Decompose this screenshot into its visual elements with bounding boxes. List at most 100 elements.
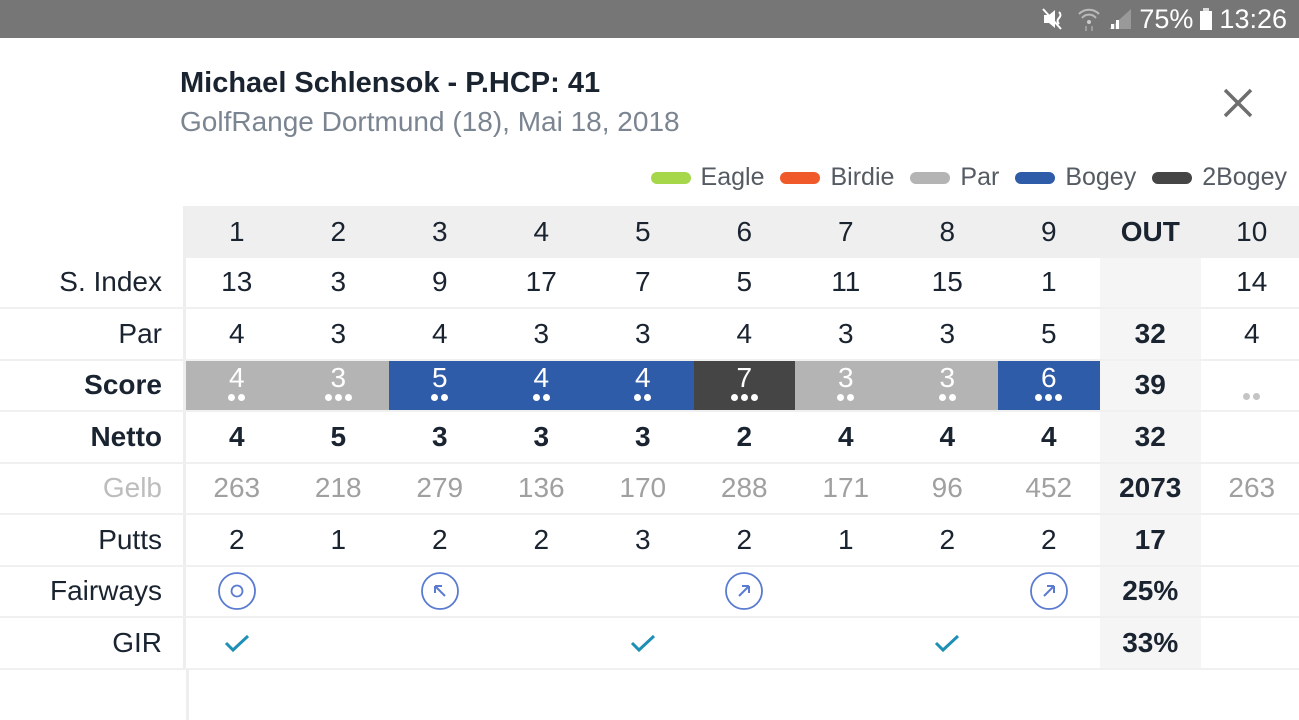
table-cell: 1 xyxy=(1040,266,1057,298)
scorecard-header: Michael Schlensok - P.HCP: 41 GolfRange … xyxy=(180,64,680,142)
table-cell: 5 xyxy=(330,420,347,452)
score-cell-par[interactable]: 4 xyxy=(186,360,288,410)
score-value: 3 xyxy=(330,362,347,394)
score-cell-par[interactable]: 3 xyxy=(287,360,389,410)
hole-number: 4 xyxy=(533,215,550,247)
fairway-cell xyxy=(1201,567,1299,617)
fairway-cell xyxy=(897,567,999,617)
out-cell: 32 xyxy=(1099,412,1201,462)
table-cell: 7 xyxy=(634,266,651,298)
table-cell: 4 xyxy=(939,420,956,452)
putt-dots xyxy=(1243,393,1261,401)
score-cell-empty[interactable] xyxy=(1201,361,1299,411)
gir-cell xyxy=(288,618,390,668)
legend-bogey: Bogey xyxy=(1015,163,1136,192)
score-value: 4 xyxy=(533,362,550,394)
score-value: 5 xyxy=(431,362,448,394)
checkmark-icon xyxy=(630,634,655,652)
gir-row: GIR 33% xyxy=(0,618,1299,670)
gir-cell xyxy=(491,618,593,668)
mute-icon xyxy=(1041,4,1071,34)
out-cell xyxy=(1099,257,1201,307)
battery-icon xyxy=(1199,4,1213,34)
table-cell: 14 xyxy=(1236,266,1268,298)
out-cell: 33% xyxy=(1099,618,1201,668)
legend-eagle: Eagle xyxy=(650,163,764,192)
table-cell: 171 xyxy=(822,472,870,504)
player-title: Michael Schlensok - P.HCP: 41 xyxy=(180,67,601,99)
hole-header-row: 1 2 3 4 5 6 7 8 9 OUT 10 xyxy=(0,206,1299,258)
table-cell: 96 xyxy=(931,472,963,504)
score-cell-bogey[interactable]: 6 xyxy=(998,360,1100,410)
putt-dots xyxy=(228,394,246,402)
putt-dots xyxy=(1035,394,1063,402)
table-cell: 2 xyxy=(939,523,956,555)
fairway-hit-icon xyxy=(217,572,256,611)
row-label: Par xyxy=(0,309,186,359)
score-value: 6 xyxy=(1040,362,1057,394)
out-header: OUT xyxy=(1099,206,1201,258)
putt-dots xyxy=(532,394,550,402)
score-cell-bogey[interactable]: 4 xyxy=(490,360,592,410)
table-cell: 3 xyxy=(939,317,956,349)
gir-cell xyxy=(592,618,694,668)
column-divider xyxy=(186,669,189,720)
table-cell: 4 xyxy=(837,420,854,452)
table-cell: 4 xyxy=(228,317,245,349)
score-cell-par[interactable]: 3 xyxy=(896,360,998,410)
table-cell: 2 xyxy=(533,523,550,555)
table-cell: 5 xyxy=(1040,317,1057,349)
row-label: S. Index xyxy=(0,257,186,307)
score-value: 7 xyxy=(736,362,753,394)
hole-number: 6 xyxy=(736,215,753,247)
fairway-cell xyxy=(389,567,491,617)
legend-label: Bogey xyxy=(1065,163,1137,191)
table-cell: 2 xyxy=(736,420,753,452)
legend-birdie: Birdie xyxy=(780,163,894,192)
legend-label: Par xyxy=(960,163,1000,191)
fairway-cell xyxy=(491,567,593,617)
table-cell: 5 xyxy=(736,266,753,298)
par-swatch xyxy=(910,171,951,184)
hole-number: 9 xyxy=(1040,215,1057,247)
legend-par: Par xyxy=(910,163,999,192)
table-cell xyxy=(1201,412,1299,462)
table-cell: 170 xyxy=(619,472,667,504)
table-cell: 136 xyxy=(517,472,565,504)
legend-label: Birdie xyxy=(830,163,895,191)
close-button[interactable] xyxy=(1218,83,1258,123)
out-cell: 32 xyxy=(1099,309,1201,359)
fairway-miss-left-icon xyxy=(420,572,459,611)
score-cell-2bogey[interactable]: 7 xyxy=(693,360,795,410)
score-value: 3 xyxy=(939,362,956,394)
putt-dots xyxy=(730,394,758,402)
table-cell: 17 xyxy=(525,266,557,298)
fairway-cell xyxy=(186,567,288,617)
par-row: Par 4 3 4 3 3 4 3 3 5 32 4 xyxy=(0,309,1299,361)
score-legend: Eagle Birdie Par Bogey 2Bogey xyxy=(635,163,1287,192)
gir-cell xyxy=(897,618,999,668)
netto-row: Netto 4 5 3 3 3 2 4 4 4 32 xyxy=(0,412,1299,464)
table-cell: 263 xyxy=(1228,472,1276,504)
gelb-distance-row: Gelb 263 218 279 136 170 288 171 96 452 … xyxy=(0,463,1299,515)
table-cell: 263 xyxy=(213,472,261,504)
wifi-icon xyxy=(1077,4,1101,34)
hole-number: 7 xyxy=(837,215,854,247)
score-cell-bogey[interactable]: 5 xyxy=(389,360,491,410)
putt-dots xyxy=(837,394,855,402)
score-cell-bogey[interactable]: 4 xyxy=(592,360,694,410)
table-cell: 3 xyxy=(330,317,347,349)
score-cell-par[interactable]: 3 xyxy=(795,360,897,410)
fairway-cell xyxy=(998,567,1100,617)
table-cell: 3 xyxy=(533,420,550,452)
close-icon xyxy=(1223,88,1253,118)
scorecard-table[interactable]: 1 2 3 4 5 6 7 8 9 OUT 10 S. Index 1 3 3 9… xyxy=(0,206,1299,670)
table-cell: 2 xyxy=(228,523,245,555)
gir-cell xyxy=(694,618,796,668)
table-cell: 1 xyxy=(837,523,854,555)
stroke-index-row: S. Index 13 3 9 17 7 5 11 15 1 14 xyxy=(0,257,1299,309)
hole-number: 1 xyxy=(228,215,245,247)
legend-2bogey: 2Bogey xyxy=(1152,163,1287,192)
putt-dots xyxy=(324,394,352,402)
course-date-subtitle: GolfRange Dortmund (18), Mai 18, 2018 xyxy=(180,106,680,137)
